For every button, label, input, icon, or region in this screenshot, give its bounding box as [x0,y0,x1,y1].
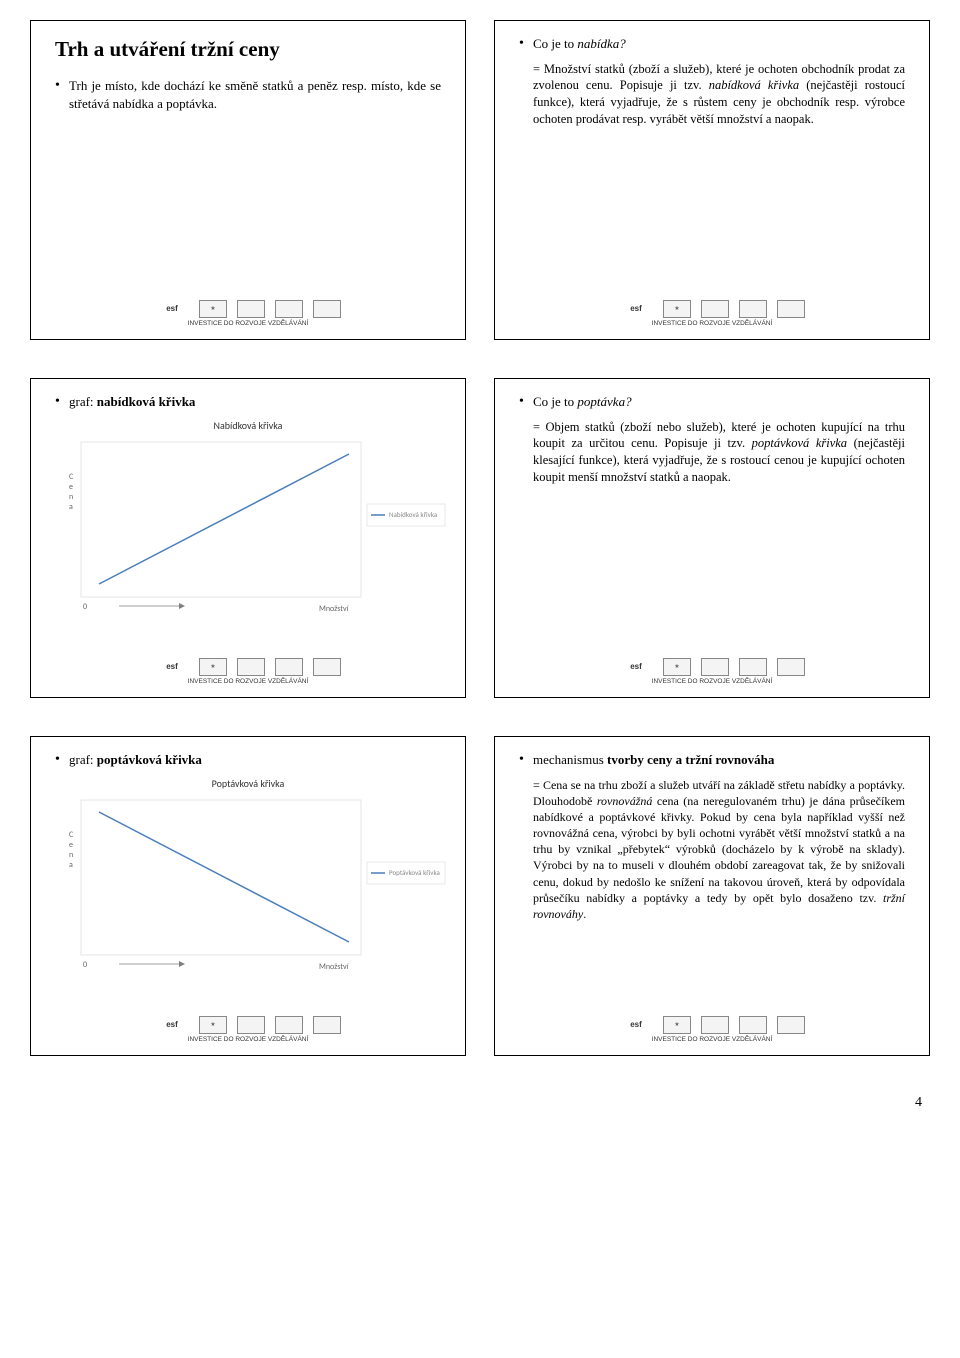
svg-text:a: a [69,860,73,870]
fund-logo [237,1016,265,1034]
heading-bold: poptávková křivka [97,752,202,767]
esf-logo: esf [155,1016,189,1034]
definition: = Množství statků (zboží a služeb), kter… [519,61,905,129]
opvk-logo [777,1016,805,1034]
footer-logos: esf ★ INVESTICE DO ROZVOJE VZDĚLÁVÁNÍ [31,300,465,329]
svg-text:e: e [69,482,73,492]
svg-text:n: n [69,492,73,502]
slide-1: Trh a utváření tržní ceny Trh je místo, … [30,20,466,340]
eu-logo: ★ [199,1016,227,1034]
footer-caption: INVESTICE DO ROZVOJE VZDĚLÁVÁNÍ [495,320,929,329]
svg-text:n: n [69,850,73,860]
y-axis-label: C [69,472,74,482]
svg-text:e: e [69,840,73,850]
x-arrowhead [179,603,185,609]
definition: = Cena se na trhu zboží a služeb utváří … [519,777,905,923]
fund-logo [701,300,729,318]
chart-title: Nabídková křivka [59,419,437,433]
esf-logo: esf [619,300,653,318]
msmt-logo [739,300,767,318]
heading-pre: graf: [69,752,97,767]
x-arrowhead [179,961,185,967]
heading-bold: nabídková křivka [97,394,196,409]
chart-heading: graf: nabídková křivka [55,393,441,411]
footer-logos: esf ★ INVESTICE DO ROZVOJE VZDĚLÁVÁNÍ [495,300,929,329]
x-axis-label: Množství [319,962,350,972]
question: Co je to poptávka? [519,393,905,411]
slide-3: graf: nabídková křivka Nabídková křivka … [30,378,466,698]
slide-2: Co je to nabídka? = Množství statků (zbo… [494,20,930,340]
footer-caption: INVESTICE DO ROZVOJE VZDĚLÁVÁNÍ [495,1036,929,1045]
term-a: rovnovážná [597,794,653,808]
question-text: Co je to nabídka? [533,36,626,51]
fund-logo [237,300,265,318]
heading-pre: graf: [69,394,97,409]
eu-logo: ★ [199,300,227,318]
def-b: cena (na neregulovaném trhu) je dána prů… [533,794,905,905]
chart-heading: graf: poptávková křivka [55,751,441,769]
intro-text: Trh je místo, kde dochází ke směně statk… [55,77,441,112]
eu-logo: ★ [199,658,227,676]
footer-caption: INVESTICE DO ROZVOJE VZDĚLÁVÁNÍ [495,678,929,687]
definition: = Objem statků (zboží nebo služeb), kter… [519,419,905,487]
def-term: poptávková křivka [752,436,847,450]
question-text: Co je to poptávka? [533,394,632,409]
heading: mechanismus tvorby ceny a tržní rovnováh… [519,751,905,769]
opvk-logo [313,658,341,676]
opvk-logo [777,658,805,676]
msmt-logo [275,1016,303,1034]
opvk-logo [313,300,341,318]
plot-area [81,800,361,955]
x-axis-label: Množství [319,604,350,614]
slide-title: Trh a utváření tržní ceny [55,35,441,63]
footer-logos: esf ★ INVESTICE DO ROZVOJE VZDĚLÁVÁNÍ [31,658,465,687]
page-number: 4 [30,1094,930,1113]
svg-text:a: a [69,502,73,512]
opvk-logo [313,1016,341,1034]
esf-logo: esf [619,658,653,676]
slide-4: Co je to poptávka? = Objem statků (zboží… [494,378,930,698]
slide-6: mechanismus tvorby ceny a tržní rovnováh… [494,736,930,1056]
legend-label: Nabídková křivka [389,510,437,519]
msmt-logo [739,658,767,676]
supply-chart-svg: C e n a 0 Množství Nabídková křivka [59,434,449,624]
demand-chart-svg: C e n a 0 Množství Poptávková křivka [59,792,449,982]
footer-caption: INVESTICE DO ROZVOJE VZDĚLÁVÁNÍ [31,1036,465,1045]
msmt-logo [275,300,303,318]
demand-chart: Poptávková křivka C e n a 0 Množství [59,777,437,983]
def-term: nabídková křivka [709,78,799,92]
eu-logo: ★ [663,658,691,676]
y-axis-label: C [69,830,74,840]
footer-logos: esf ★ INVESTICE DO ROZVOJE VZDĚLÁVÁNÍ [495,1016,929,1045]
origin-label: 0 [83,960,87,970]
footer-caption: INVESTICE DO ROZVOJE VZDĚLÁVÁNÍ [31,320,465,329]
opvk-logo [777,300,805,318]
esf-logo: esf [155,300,189,318]
footer-caption: INVESTICE DO ROZVOJE VZDĚLÁVÁNÍ [31,678,465,687]
chart-title: Poptávková křivka [59,777,437,791]
question: Co je to nabídka? [519,35,905,53]
fund-logo [701,658,729,676]
supply-chart: Nabídková křivka C e n a 0 Množství [59,419,437,625]
legend-label: Poptávková křivka [389,868,440,877]
msmt-logo [275,658,303,676]
fund-logo [237,658,265,676]
origin-label: 0 [83,602,87,612]
eu-logo: ★ [663,300,691,318]
esf-logo: esf [155,658,189,676]
footer-logos: esf ★ INVESTICE DO ROZVOJE VZDĚLÁVÁNÍ [495,658,929,687]
msmt-logo [739,1016,767,1034]
slide-5: graf: poptávková křivka Poptávková křivk… [30,736,466,1056]
esf-logo: esf [619,1016,653,1034]
plot-area [81,442,361,597]
def-c: . [583,907,586,921]
footer-logos: esf ★ INVESTICE DO ROZVOJE VZDĚLÁVÁNÍ [31,1016,465,1045]
fund-logo [701,1016,729,1034]
eu-logo: ★ [663,1016,691,1034]
